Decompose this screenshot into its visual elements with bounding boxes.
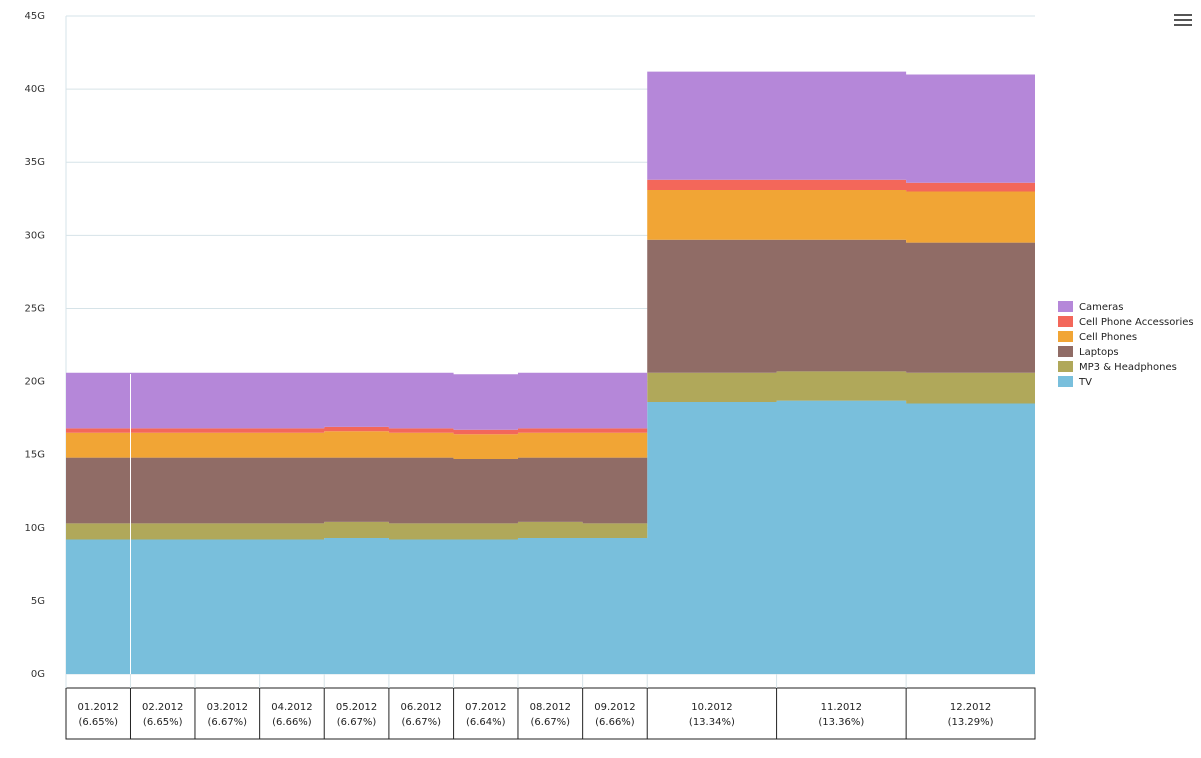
y-tick-label: 25G (25, 303, 45, 314)
legend: Cameras Cell Phone Accessories Cell Phones… (1058, 301, 1194, 388)
legend-label: TV (1078, 377, 1092, 388)
y-axis: 0G 5G 10G 15G 20G 25G 30G 35G 40G 45G (25, 11, 45, 680)
y-tick-label: 10G (25, 523, 45, 534)
y-tick-label: 15G (25, 450, 45, 461)
x-category-label: 04.2012 (271, 702, 312, 713)
x-category-label: 02.2012 (142, 702, 183, 713)
legend-swatch (1058, 331, 1073, 342)
legend-item[interactable]: Cameras (1058, 301, 1123, 313)
plot-area (66, 71, 1035, 674)
series-area-mp3-headphones[interactable] (66, 371, 1035, 540)
x-category-share: (6.65%) (78, 717, 118, 728)
legend-item[interactable]: MP3 & Headphones (1058, 361, 1177, 373)
legend-swatch (1058, 376, 1073, 387)
x-category-share: (6.64%) (466, 717, 506, 728)
legend-label: MP3 & Headphones (1079, 362, 1177, 373)
x-category-share: (13.29%) (948, 717, 994, 728)
x-category-label: 09.2012 (594, 702, 635, 713)
x-category-share: (6.67%) (337, 717, 377, 728)
y-tick-label: 5G (31, 596, 45, 607)
y-tick-label: 40G (25, 84, 45, 95)
x-category-share: (6.65%) (143, 717, 183, 728)
legend-item[interactable]: Cell Phones (1058, 331, 1137, 343)
x-category-label: 03.2012 (207, 702, 248, 713)
x-category-label: 05.2012 (336, 702, 377, 713)
series-area-tv[interactable] (66, 400, 1035, 674)
x-category-share: (13.34%) (689, 717, 735, 728)
x-category-label: 11.2012 (821, 702, 862, 713)
x-category-share: (6.67%) (208, 717, 248, 728)
hamburger-menu-icon[interactable] (1174, 14, 1192, 28)
legend-swatch (1058, 361, 1073, 372)
x-category-share: (13.36%) (818, 717, 864, 728)
legend-swatch (1058, 316, 1073, 327)
legend-label: Cell Phone Accessories (1079, 317, 1194, 328)
x-category-label: 08.2012 (530, 702, 571, 713)
x-category-label: 10.2012 (691, 702, 732, 713)
legend-swatch (1058, 301, 1073, 312)
series-area-cameras[interactable] (66, 71, 1035, 430)
y-tick-label: 30G (25, 230, 45, 241)
legend-item[interactable]: TV (1058, 376, 1092, 388)
legend-swatch (1058, 346, 1073, 357)
x-axis-box (65, 687, 1036, 740)
legend-label: Cameras (1079, 302, 1123, 313)
x-category-share: (6.67%) (401, 717, 441, 728)
x-category-share: (6.66%) (272, 717, 312, 728)
legend-item[interactable]: Cell Phone Accessories (1058, 316, 1194, 328)
y-tick-label: 45G (25, 11, 45, 22)
x-category-share: (6.67%) (531, 717, 571, 728)
x-category-label: 01.2012 (78, 702, 119, 713)
x-axis: 01.2012 (6.65%) 02.2012 (6.65%) 03.2012 (6.67… (65, 674, 1036, 740)
x-category-share: (6.66%) (595, 717, 635, 728)
y-tick-label: 20G (25, 377, 45, 388)
y-tick-label: 0G (31, 669, 45, 680)
legend-label: Laptops (1079, 347, 1119, 358)
x-category-label: 12.2012 (950, 702, 991, 713)
legend-label: Cell Phones (1079, 332, 1137, 343)
legend-item[interactable]: Laptops (1058, 346, 1119, 358)
x-category-label: 06.2012 (401, 702, 442, 713)
series-area-laptops[interactable] (66, 239, 1035, 524)
y-tick-label: 35G (25, 157, 45, 168)
x-category-label: 07.2012 (465, 702, 506, 713)
series-area-cell-phones[interactable] (66, 190, 1035, 460)
